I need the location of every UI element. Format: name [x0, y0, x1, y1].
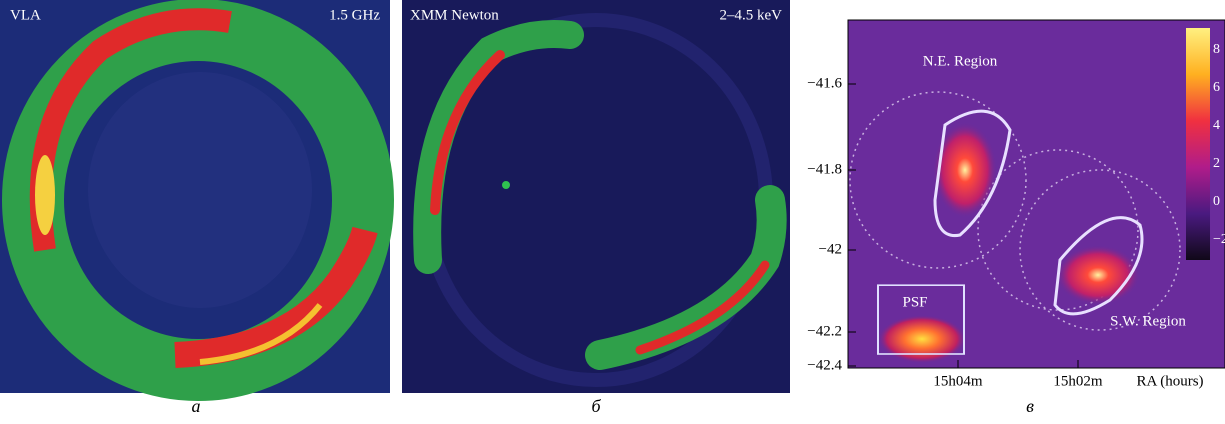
- panel-caption: б: [591, 396, 601, 416]
- colorbar-tick-label: −2: [1213, 232, 1225, 247]
- y-tick-label: −41.8: [807, 161, 842, 177]
- instrument-label: VLA: [10, 7, 41, 23]
- region-label: S.W. Region: [1110, 313, 1186, 329]
- x-axis-label: RA (hours): [1136, 373, 1203, 389]
- colorbar-tick-label: 8: [1213, 42, 1220, 57]
- colorbar: [1186, 28, 1210, 260]
- radio-hot-spot: [35, 155, 55, 235]
- panel-caption: а: [192, 396, 201, 416]
- radio-interior: [88, 72, 312, 308]
- sw-emission: [1056, 245, 1140, 305]
- colorbar-tick-label: 4: [1213, 118, 1220, 133]
- instrument-label: XMM Newton: [410, 7, 499, 23]
- y-tick-label: −41.6: [807, 75, 842, 91]
- colorbar-tick-label: 0: [1213, 194, 1220, 209]
- colorbar-tick-label: 2: [1213, 156, 1220, 171]
- panel-caption: в: [1026, 396, 1034, 416]
- band-label: 2–4.5 keV: [720, 7, 783, 23]
- y-tick-label: −42.2: [807, 323, 842, 339]
- colorbar-tick-label: 6: [1213, 80, 1220, 95]
- x-tick-label: 15h02m: [1053, 373, 1103, 389]
- panel-b-background: [402, 0, 790, 393]
- page: VLA 1.5 GHz а XMM Newton 2–4.5 keV б N.E…: [0, 0, 1225, 419]
- panel-c: N.E. Region S.W. Region PSF RA (hours) в: [848, 20, 1225, 416]
- panel-a: VLA 1.5 GHz а: [0, 0, 390, 416]
- psf-label: PSF: [902, 294, 927, 310]
- x-tick-label: 15h04m: [933, 373, 983, 389]
- y-tick-label: −42.4: [807, 357, 842, 373]
- y-tick-label: −42: [819, 241, 842, 257]
- band-label: 1.5 GHz: [329, 7, 380, 23]
- point-source: [502, 181, 510, 189]
- figure: VLA 1.5 GHz а XMM Newton 2–4.5 keV б N.E…: [0, 0, 1225, 419]
- region-label: N.E. Region: [923, 53, 998, 69]
- psf-image: [878, 315, 966, 363]
- panel-b: XMM Newton 2–4.5 keV б: [402, 0, 790, 416]
